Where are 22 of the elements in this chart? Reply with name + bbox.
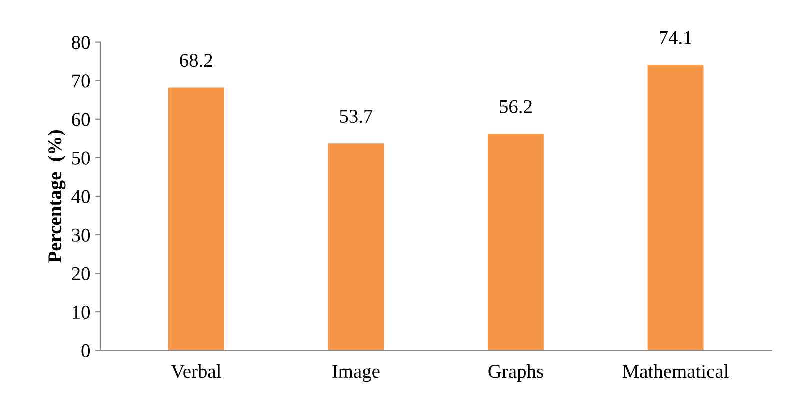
y-tick-label: 0 — [82, 344, 90, 358]
data-label: 56.2 — [500, 100, 532, 114]
y-tick-label: 20 — [72, 267, 90, 280]
data-label: 74.1 — [660, 31, 692, 45]
y-tick-label: 50 — [72, 152, 90, 165]
data-label: 68.2 — [180, 54, 212, 68]
y-tick-label: 40 — [72, 190, 90, 204]
y-tick-label: 30 — [72, 228, 90, 242]
y-tick-label: 60 — [72, 113, 90, 126]
y-tick-label: 10 — [73, 306, 90, 320]
bar — [488, 134, 544, 351]
y-axis-title: Percentage (%) — [48, 130, 66, 263]
bar — [648, 65, 704, 351]
x-tick-label: Mathematical — [622, 364, 729, 378]
y-tick-label: 70 — [72, 74, 90, 88]
x-tick-label: Verbal — [171, 364, 222, 378]
x-tick-label: Graphs — [488, 364, 544, 382]
x-tick-label: Image — [332, 365, 380, 382]
data-label: 53.7 — [340, 110, 373, 124]
bar — [168, 88, 224, 351]
y-tick-label: 80 — [72, 36, 90, 50]
bar — [328, 144, 384, 351]
